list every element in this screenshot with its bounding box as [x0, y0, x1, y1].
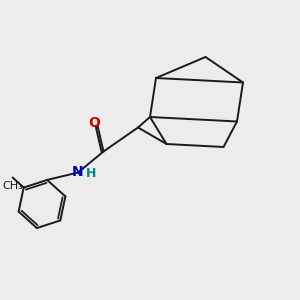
- Text: H: H: [85, 167, 96, 180]
- Text: CH₃: CH₃: [3, 181, 23, 191]
- Text: O: O: [88, 116, 100, 130]
- Text: N: N: [72, 166, 84, 179]
